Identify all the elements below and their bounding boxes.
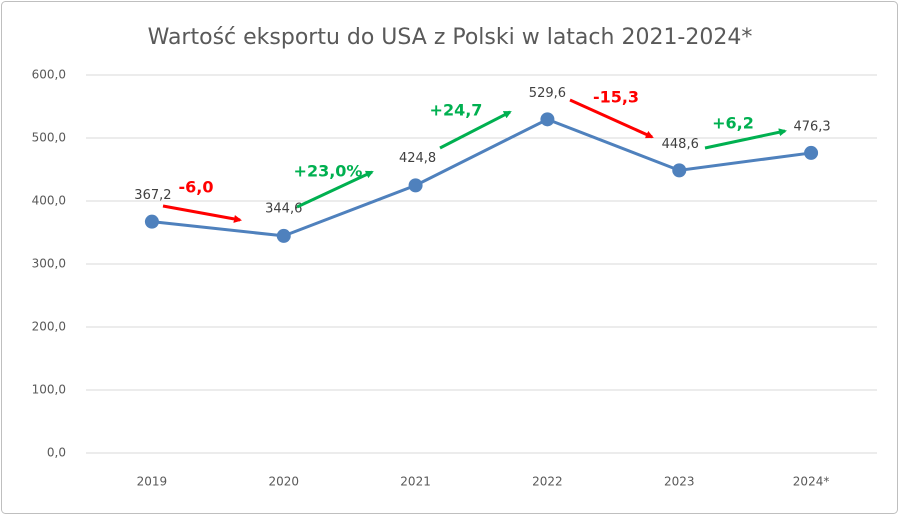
chart-title: Wartość eksportu do USA z Polski w latac… xyxy=(148,25,753,50)
marker xyxy=(540,112,555,127)
marker xyxy=(672,163,687,178)
annotation-label: +6,2 xyxy=(712,114,754,133)
y-tick-label: 300,0 xyxy=(32,257,66,271)
value-label: 344,6 xyxy=(265,201,302,216)
value-label: 448,6 xyxy=(662,137,699,152)
annotation-arrow xyxy=(704,128,787,150)
y-tick-label: 400,0 xyxy=(32,194,66,208)
marker xyxy=(408,178,423,193)
line xyxy=(151,117,812,238)
y-tick-label: 200,0 xyxy=(32,320,66,334)
x-tick-label: 2024* xyxy=(793,475,830,489)
annotation-arrow xyxy=(439,110,512,150)
x-tick-label: 2021 xyxy=(400,475,431,489)
annotation-label: +23,0% xyxy=(294,162,363,181)
y-tick-label: 600,0 xyxy=(32,68,66,82)
annotation-label: +24,7 xyxy=(430,101,483,120)
y-tick-label: 500,0 xyxy=(32,131,66,145)
annotation-arrow xyxy=(162,204,242,223)
x-tick-label: 2019 xyxy=(137,475,168,489)
value-label: 529,6 xyxy=(529,86,566,101)
y-tick-label: 0,0 xyxy=(47,446,66,460)
annotation-label: -6,0 xyxy=(179,178,214,197)
x-tick-label: 2020 xyxy=(268,475,299,489)
x-tick-label: 2023 xyxy=(664,475,695,489)
value-label: 476,3 xyxy=(793,119,830,134)
annotation-label: -15,3 xyxy=(593,88,639,107)
value-label: 367,2 xyxy=(134,188,171,203)
y-tick-label: 100,0 xyxy=(32,383,66,397)
annotation-arrow xyxy=(569,98,654,139)
x-tick-label: 2022 xyxy=(532,475,563,489)
marker xyxy=(276,228,291,243)
annotation-arrow xyxy=(296,170,374,209)
value-label: 424,8 xyxy=(399,151,436,166)
marker xyxy=(144,214,159,229)
marker xyxy=(804,145,819,160)
